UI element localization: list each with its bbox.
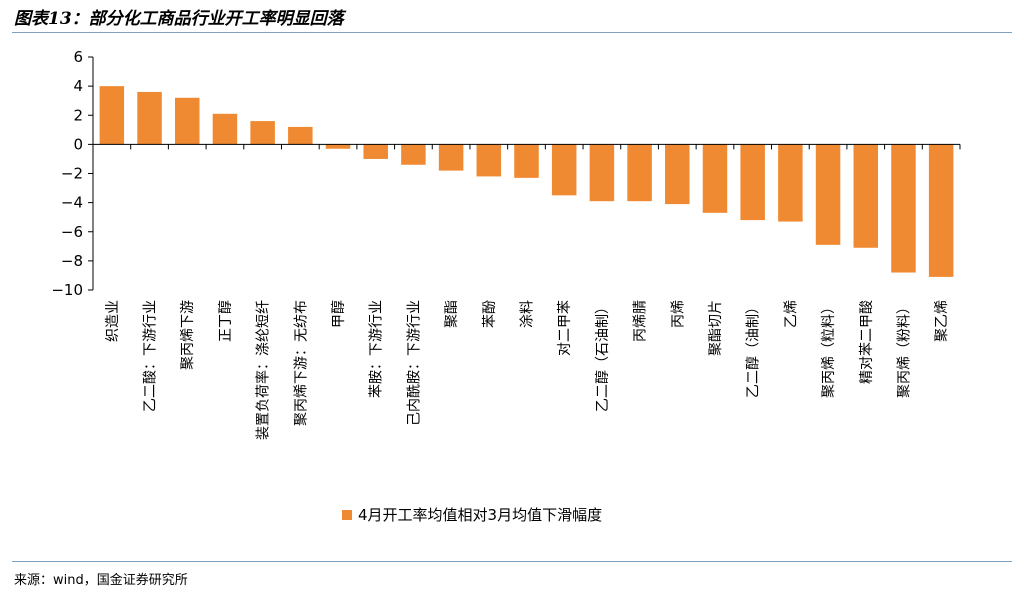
category-labels: 织造业 乙二酸：下游行业 聚丙烯下游 正丁醇 装置负荷率：涤纶短纤 聚丙烯下游：无纺布 甲醇… <box>105 300 950 440</box>
bar-13 <box>589 144 615 202</box>
bar-1 <box>137 91 162 145</box>
category-label-12: 对二甲苯 <box>556 300 573 356</box>
y-tick-label-1: 4 <box>73 77 83 95</box>
legend: 4月开工率均值相对3月均值下滑幅度 <box>342 506 602 524</box>
y-axis: 6 4 2 0 −2 −4 −6 −8 −10 <box>51 48 94 299</box>
bar-chart: 6 4 2 0 −2 −4 −6 −8 −10 织造业 乙二酸：下游行业 聚丙烯下游 正丁醇 装置负荷率… <box>51 48 961 524</box>
bar-18 <box>778 144 803 222</box>
bar-22 <box>928 144 954 277</box>
category-label-4: 装置负荷率：涤纶短纤 <box>255 300 272 440</box>
x-axis <box>92 143 961 150</box>
category-label-11: 涂料 <box>520 300 536 328</box>
chart-title: 图表13：部分化工商品行业开工率明显回落 <box>14 9 344 29</box>
category-label-3: 正丁醇 <box>217 300 234 342</box>
category-label-8: 己内酰胺：下游行业 <box>406 300 422 426</box>
category-label-14: 丙烯腈 <box>633 300 649 342</box>
bar-14 <box>627 144 652 202</box>
bar-12 <box>551 144 577 196</box>
category-label-7: 苯胺：下游行业 <box>368 300 385 398</box>
bar-16 <box>702 144 728 213</box>
bar-20 <box>853 144 879 248</box>
category-label-18: 乙烯 <box>783 300 799 328</box>
category-label-2: 聚丙烯下游 <box>180 300 196 370</box>
y-tick-label-3: 0 <box>73 135 83 153</box>
source-note: 来源：wind，国金证券研究所 <box>14 573 188 588</box>
category-label-0: 织造业 <box>105 300 121 342</box>
bar-10 <box>476 144 502 177</box>
bar-5 <box>288 126 313 145</box>
y-tick-label-2: 2 <box>73 106 83 124</box>
y-tick-label-4: −2 <box>61 165 83 183</box>
bar-9 <box>438 144 464 171</box>
legend-label: 4月开工率均值相对3月均值下滑幅度 <box>358 506 602 524</box>
y-tick-label-8: −10 <box>51 281 83 299</box>
category-label-5: 聚丙烯下游：无纺布 <box>293 300 309 426</box>
category-label-6: 甲醇 <box>330 300 347 328</box>
bar-0 <box>99 86 125 145</box>
category-label-15: 丙烯 <box>670 300 686 328</box>
bar-19 <box>815 144 841 245</box>
bar-11 <box>514 144 539 178</box>
category-label-19: 聚丙烯（粒料） <box>821 300 837 398</box>
category-label-17: 乙二醇（油制） <box>745 300 762 398</box>
y-tick-label-5: −4 <box>61 194 83 212</box>
bottom-divider <box>12 561 1012 562</box>
category-label-9: 聚酯 <box>444 300 460 328</box>
category-label-21: 聚丙烯（粉料） <box>896 300 912 398</box>
bar-4 <box>250 121 275 145</box>
category-label-20: 精对苯二甲酸 <box>858 300 875 384</box>
y-tick-label-7: −8 <box>61 252 83 270</box>
bar-17 <box>740 144 765 221</box>
top-divider <box>12 32 1012 33</box>
bar-15 <box>665 144 690 205</box>
bars <box>99 86 954 277</box>
bar-3 <box>212 113 238 145</box>
category-label-16: 聚酯切片 <box>708 300 724 356</box>
category-label-1: 乙二酸：下游行业 <box>143 300 159 412</box>
bar-8 <box>401 144 426 165</box>
bar-2 <box>174 97 200 145</box>
legend-swatch <box>342 510 352 520</box>
y-tick-label-6: −6 <box>61 223 83 241</box>
bar-21 <box>891 144 916 273</box>
category-label-13: 乙二醇（石油制） <box>594 300 611 412</box>
bar-6 <box>325 144 351 149</box>
y-tick-label-0: 6 <box>73 48 83 66</box>
category-label-22: 聚乙烯 <box>934 300 950 342</box>
bar-7 <box>363 144 388 159</box>
category-label-10: 苯酚 <box>481 300 498 328</box>
